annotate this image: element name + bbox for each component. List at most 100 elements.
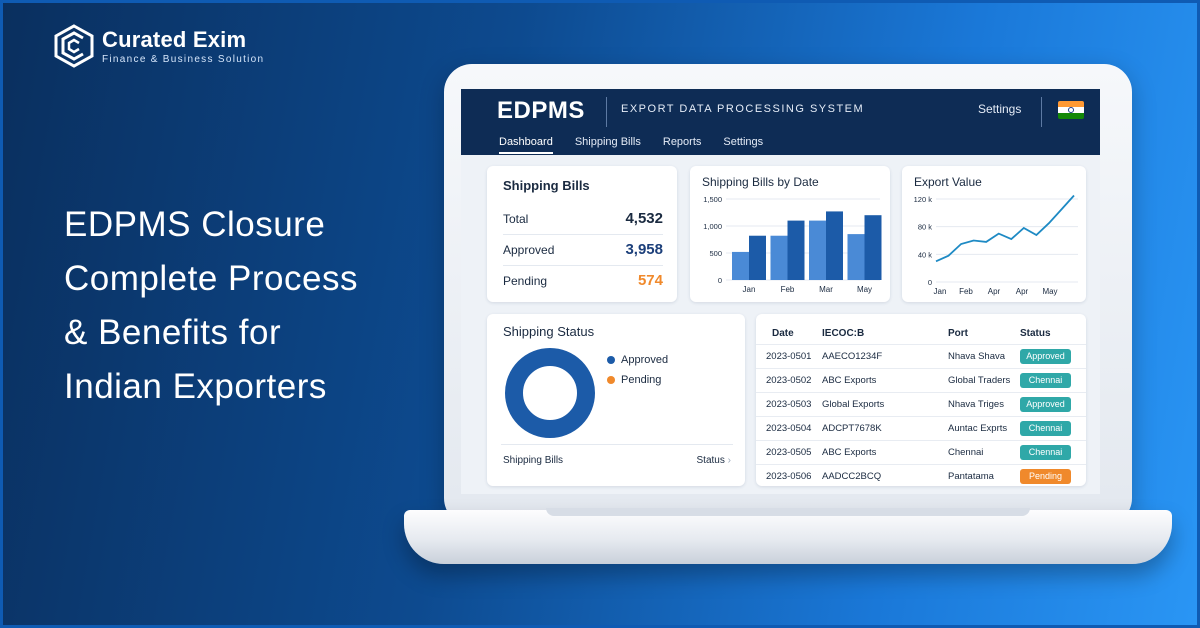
tab-dashboard[interactable]: Dashboard xyxy=(499,136,553,154)
app-subtitle: EXPORT DATA PROCESSING SYSTEM xyxy=(621,103,865,115)
status-card-footer: Shipping Bills Status › xyxy=(501,444,733,466)
donut-hole xyxy=(523,366,577,420)
status-badge: Pending xyxy=(1020,469,1071,484)
cell-date: 2023-0502 xyxy=(766,375,812,386)
header-divider xyxy=(1041,97,1042,127)
tab-reports[interactable]: Reports xyxy=(662,136,702,148)
cell-port: Chennai xyxy=(948,447,984,458)
table-row[interactable]: 2023-0503 Global Exports Nhava Triges Appro… xyxy=(756,392,1086,416)
cell-date: 2023-0503 xyxy=(766,399,812,410)
status-badge: Chennai xyxy=(1020,445,1071,460)
y-tick-label: 0 xyxy=(718,276,722,285)
table-row[interactable]: 2023-0502 ABC Exports Global Traders Chenna… xyxy=(756,368,1086,392)
india-flag-icon[interactable] xyxy=(1058,101,1084,119)
status-badge: Chennai xyxy=(1020,421,1071,436)
headline-line-4: Indian Exporters xyxy=(64,367,327,406)
line-chart-card: Export Value 120 k 80 k 40 k 0 Jan Feb Apr Apr M… xyxy=(902,166,1086,302)
cell-ieco: ABC Exports xyxy=(822,375,877,386)
cell-port: Nhava Shava xyxy=(948,351,1006,362)
footer-status-link[interactable]: Status › xyxy=(697,455,731,466)
cell-ieco: AAECO1234F xyxy=(822,351,883,362)
cell-ieco: Global Exports xyxy=(822,399,885,410)
tab-settings[interactable]: Settings xyxy=(723,136,764,148)
status-badge: Approved xyxy=(1020,397,1071,412)
x-tick-label: May xyxy=(1042,287,1057,296)
footer-shipping-bills-link[interactable]: Shipping Bills xyxy=(503,455,564,466)
cell-port: Nhava Triges xyxy=(948,399,1004,410)
table-row[interactable]: 2023-0501 AAECO1234F Nhava Shava Approved xyxy=(756,344,1086,368)
y-tick-label: 1,000 xyxy=(703,222,722,231)
cell-date: 2023-0501 xyxy=(766,351,812,362)
x-tick-label: Jan xyxy=(743,285,756,294)
legend-dot-icon xyxy=(607,376,615,384)
table-row[interactable]: 2023-0505 ABC Exports Chennai Chennai xyxy=(756,440,1086,464)
headline: EDPMS Closure Complete Process & Benefit… xyxy=(64,198,404,414)
stat-value: 574 xyxy=(637,272,663,289)
donut-legend: Approved Pending xyxy=(607,354,668,394)
x-tick-label: Feb xyxy=(959,287,973,296)
status-badge: Chennai xyxy=(1020,373,1071,388)
headline-line-3: & Benefits for xyxy=(64,313,282,352)
headline-line-2: Complete Process xyxy=(64,259,358,298)
bar xyxy=(826,211,843,280)
shipping-status-card: Shipping Status Approved Pending Shippin… xyxy=(487,314,745,486)
brand: Curated Exim Finance & Business Solution xyxy=(54,24,264,68)
stat-row-total: Total 4,532 xyxy=(503,204,663,234)
cell-date: 2023-0504 xyxy=(766,423,812,434)
cell-port: Pantatama xyxy=(948,471,994,482)
bar-chart-card: Shipping Bills by Date 1,500 1,000 500 0 Jan… xyxy=(690,166,890,302)
laptop-screen: EDPMS EXPORT DATA PROCESSING SYSTEM Sett… xyxy=(461,89,1100,494)
header-settings-link[interactable]: Settings xyxy=(978,102,1022,116)
table-row[interactable]: 2023-0506 AADCC2BCQ Pantatama Pending xyxy=(756,464,1086,486)
x-tick-label: Feb xyxy=(781,285,795,294)
chart-title: Export Value xyxy=(914,175,982,189)
cell-date: 2023-0506 xyxy=(766,471,812,482)
x-tick-label: Mar xyxy=(819,285,833,294)
x-tick-label: May xyxy=(857,285,872,294)
stat-label: Approved xyxy=(503,243,555,257)
main-nav: Dashboard Shipping Bills Reports Setting… xyxy=(499,136,785,154)
chevron-right-icon: › xyxy=(727,455,731,466)
cell-ieco: AADCC2BCQ xyxy=(822,471,882,482)
app-header: EDPMS EXPORT DATA PROCESSING SYSTEM Sett… xyxy=(461,89,1100,155)
header-status[interactable]: Status xyxy=(1020,328,1051,339)
status-badge: Approved xyxy=(1020,349,1071,364)
cell-port: Auntac Exprts xyxy=(948,423,1008,434)
y-tick-label: 1,500 xyxy=(703,195,722,204)
legend-label: Approved xyxy=(621,354,669,366)
chart-title: Shipping Bills by Date xyxy=(702,175,819,189)
tab-shipping-bills[interactable]: Shipping Bills xyxy=(574,136,641,148)
x-tick-label: Apr xyxy=(988,287,1001,296)
header-port[interactable]: Port xyxy=(948,328,968,339)
table-header: Date IECOC:B Port Status xyxy=(756,322,1086,344)
headline-line-1: EDPMS Closure xyxy=(64,205,326,244)
status-donut-chart xyxy=(505,348,595,438)
legend-dot-icon xyxy=(607,356,615,364)
table-row[interactable]: 2023-0504 ADCPT7678K Auntac Exprts Chennai xyxy=(756,416,1086,440)
cell-ieco: ABC Exports xyxy=(822,447,877,458)
bar xyxy=(732,251,749,280)
stat-row-approved: Approved 3,958 xyxy=(503,234,663,264)
card-title: Shipping Bills xyxy=(503,178,590,193)
bar xyxy=(864,215,882,280)
y-tick-label: 120 k xyxy=(914,195,933,204)
cell-ieco: ADCPT7678K xyxy=(822,423,882,434)
header-ieco[interactable]: IECOC:B xyxy=(822,328,865,339)
bar xyxy=(770,235,788,280)
cell-port: Global Traders xyxy=(948,375,1011,386)
bar xyxy=(749,235,766,280)
y-tick-label: 80 k xyxy=(918,223,932,232)
cell-date: 2023-0505 xyxy=(766,447,812,458)
y-tick-label: 40 k xyxy=(918,250,932,259)
series-line xyxy=(935,194,1075,263)
x-tick-label: Jan xyxy=(934,287,947,296)
y-tick-label: 0 xyxy=(928,278,932,287)
bar xyxy=(809,220,826,280)
app-logo[interactable]: EDPMS xyxy=(497,97,585,124)
footer-status-label: Status xyxy=(696,455,725,466)
stat-row-pending: Pending 574 xyxy=(503,265,663,295)
legend-item-pending: Pending xyxy=(607,374,668,386)
header-date[interactable]: Date xyxy=(772,328,794,339)
brand-tagline: Finance & Business Solution xyxy=(102,54,265,65)
